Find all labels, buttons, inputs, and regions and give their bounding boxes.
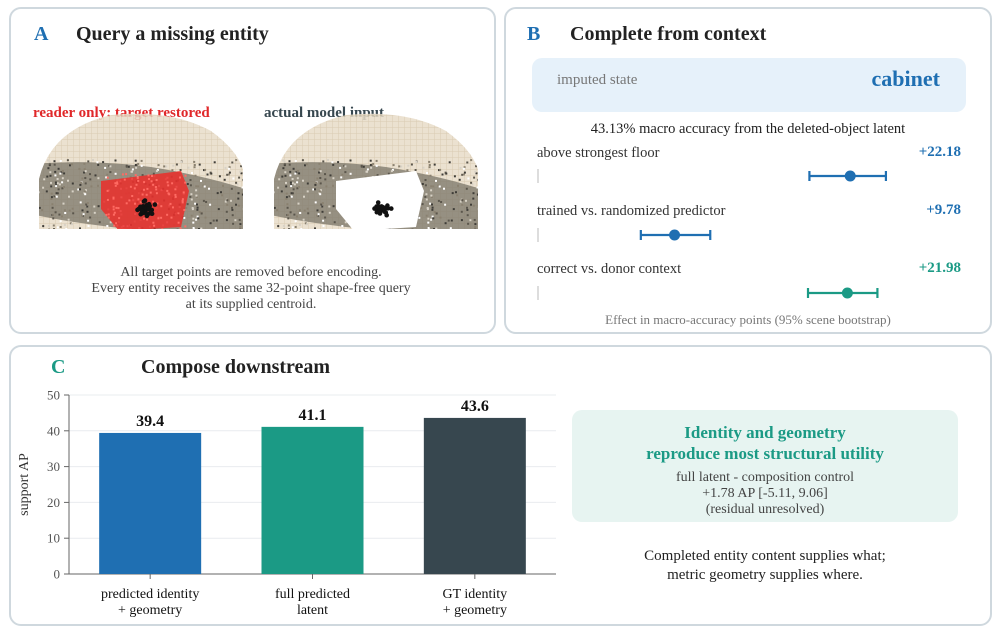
effect-label-donor: correct vs. donor context (537, 261, 682, 277)
point-cloud-restored (39, 113, 243, 229)
y-axis-label: support AP (17, 453, 32, 516)
composition-note: Completed entity content supplies what; … (572, 547, 958, 585)
query-points (135, 198, 158, 219)
x-tick-label: predicted identity (101, 587, 199, 602)
panel-a-letter: A (34, 23, 49, 45)
panel-a-title: Query a missing entity (76, 23, 269, 45)
y-tick-label: 50 (47, 388, 60, 403)
panel-a: A Query a missing entity reader only: ta… (9, 7, 496, 334)
callout-title: Identity and geometry reproduce most str… (572, 422, 958, 464)
y-tick-label: 10 (47, 531, 60, 546)
callout-detail-line: full latent - composition control (675, 470, 855, 485)
panel-b: B Complete from context imputed state ca… (504, 7, 992, 334)
panel-c: C Compose downstream 0 10 20 30 40 50 support … (9, 345, 992, 626)
panel-c-letter: C (51, 356, 66, 378)
bar (423, 417, 526, 574)
panel-b-title: Complete from context (570, 23, 767, 45)
x-tick-label: + geometry (118, 603, 182, 618)
description-line: All target points are removed before enc… (120, 265, 382, 280)
y-tick-label: 40 (47, 423, 60, 438)
imputed-state-value: cabinet (871, 66, 940, 91)
callout-detail-line: +1.78 AP [-5.11, 9.06] (702, 486, 828, 501)
panel-c-title: Compose downstream (141, 356, 331, 378)
bar-value-label: 43.6 (461, 398, 489, 415)
bar-value-label: 39.4 (136, 413, 164, 430)
query-points (372, 200, 394, 218)
effect-value-floor: +22.18 (918, 144, 961, 160)
bar-value-label: 41.1 (299, 407, 327, 424)
point-cloud-model-input (274, 113, 478, 229)
utility-callout-box: Identity and geometry reproduce most str… (572, 410, 958, 522)
callout-detail-line: (residual unresolved) (705, 502, 825, 517)
panel-a-description: All target points are removed before enc… (51, 265, 451, 313)
y-tick-label: 0 (54, 567, 61, 582)
callout-title-line: reproduce most structural utility (646, 444, 884, 463)
effect-point-0 (844, 170, 856, 182)
effect-footnote: Effect in macro-accuracy points (95% sce… (605, 312, 891, 327)
support-ap-bar-chart: 0 10 20 30 40 50 support AP 39.4 predicted ident… (17, 388, 556, 618)
panel-b-letter: B (527, 23, 541, 45)
y-tick-label: 30 (47, 459, 60, 474)
callout-details: full latent - composition control +1.78 … (572, 470, 958, 518)
macro-accuracy-summary: 43.13% macro accuracy from the deleted-o… (590, 121, 906, 137)
imputed-state-box: imputed state cabinet (532, 58, 966, 112)
description-line: Every entity receives the same 32-point … (91, 281, 411, 296)
effect-value-donor: +21.98 (918, 260, 961, 276)
effect-value-randomized: +9.78 (926, 202, 961, 218)
x-tick-label: full predicted (275, 587, 350, 602)
imputed-state-label: imputed state (557, 72, 638, 88)
effect-label-floor: above strongest floor (537, 145, 660, 161)
bar (261, 426, 364, 574)
point-cloud-scene (274, 113, 478, 229)
effect-point-1 (669, 229, 681, 241)
note-line: Completed entity content supplies what; (644, 548, 886, 564)
effect-label-randomized: trained vs. randomized predictor (537, 203, 726, 219)
description-line: at its supplied centroid. (185, 297, 317, 312)
x-tick-label: latent (297, 603, 328, 618)
effect-point-2 (841, 287, 853, 299)
x-tick-label: + geometry (443, 603, 507, 618)
x-tick-label: GT identity (442, 587, 507, 602)
bar (99, 432, 202, 574)
y-tick-label: 20 (47, 495, 60, 510)
point-cloud-scene (39, 113, 243, 229)
note-line: metric geometry supplies where. (667, 567, 863, 583)
effect-forest-plot (537, 169, 888, 300)
callout-title-line: Identity and geometry (684, 423, 846, 442)
